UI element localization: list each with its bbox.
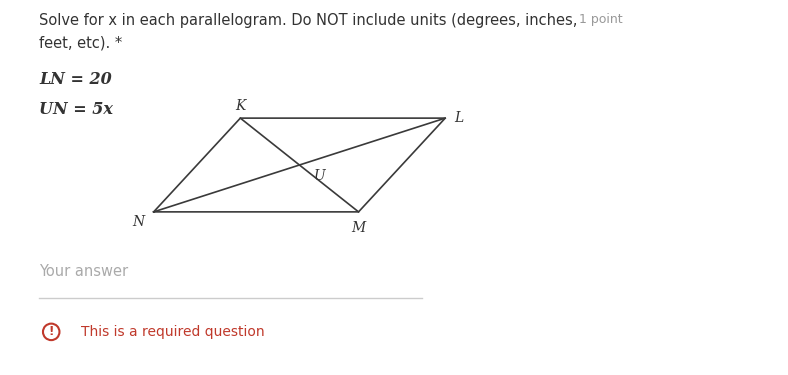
Text: 1 point: 1 point (579, 13, 623, 26)
Text: LN = 20: LN = 20 (39, 71, 112, 88)
Text: K: K (235, 99, 246, 112)
Text: U: U (314, 169, 325, 183)
Text: This is a required question: This is a required question (81, 325, 265, 339)
Text: Your answer: Your answer (39, 264, 128, 279)
Text: M: M (351, 221, 366, 235)
Text: N: N (132, 215, 144, 229)
Text: L: L (455, 111, 464, 125)
Text: !: ! (49, 326, 54, 338)
Text: feet, etc). *: feet, etc). * (39, 36, 123, 51)
Text: Solve for x in each parallelogram. Do NOT include units (degrees, inches,: Solve for x in each parallelogram. Do NO… (39, 13, 578, 28)
Text: UN = 5x: UN = 5x (39, 101, 113, 118)
